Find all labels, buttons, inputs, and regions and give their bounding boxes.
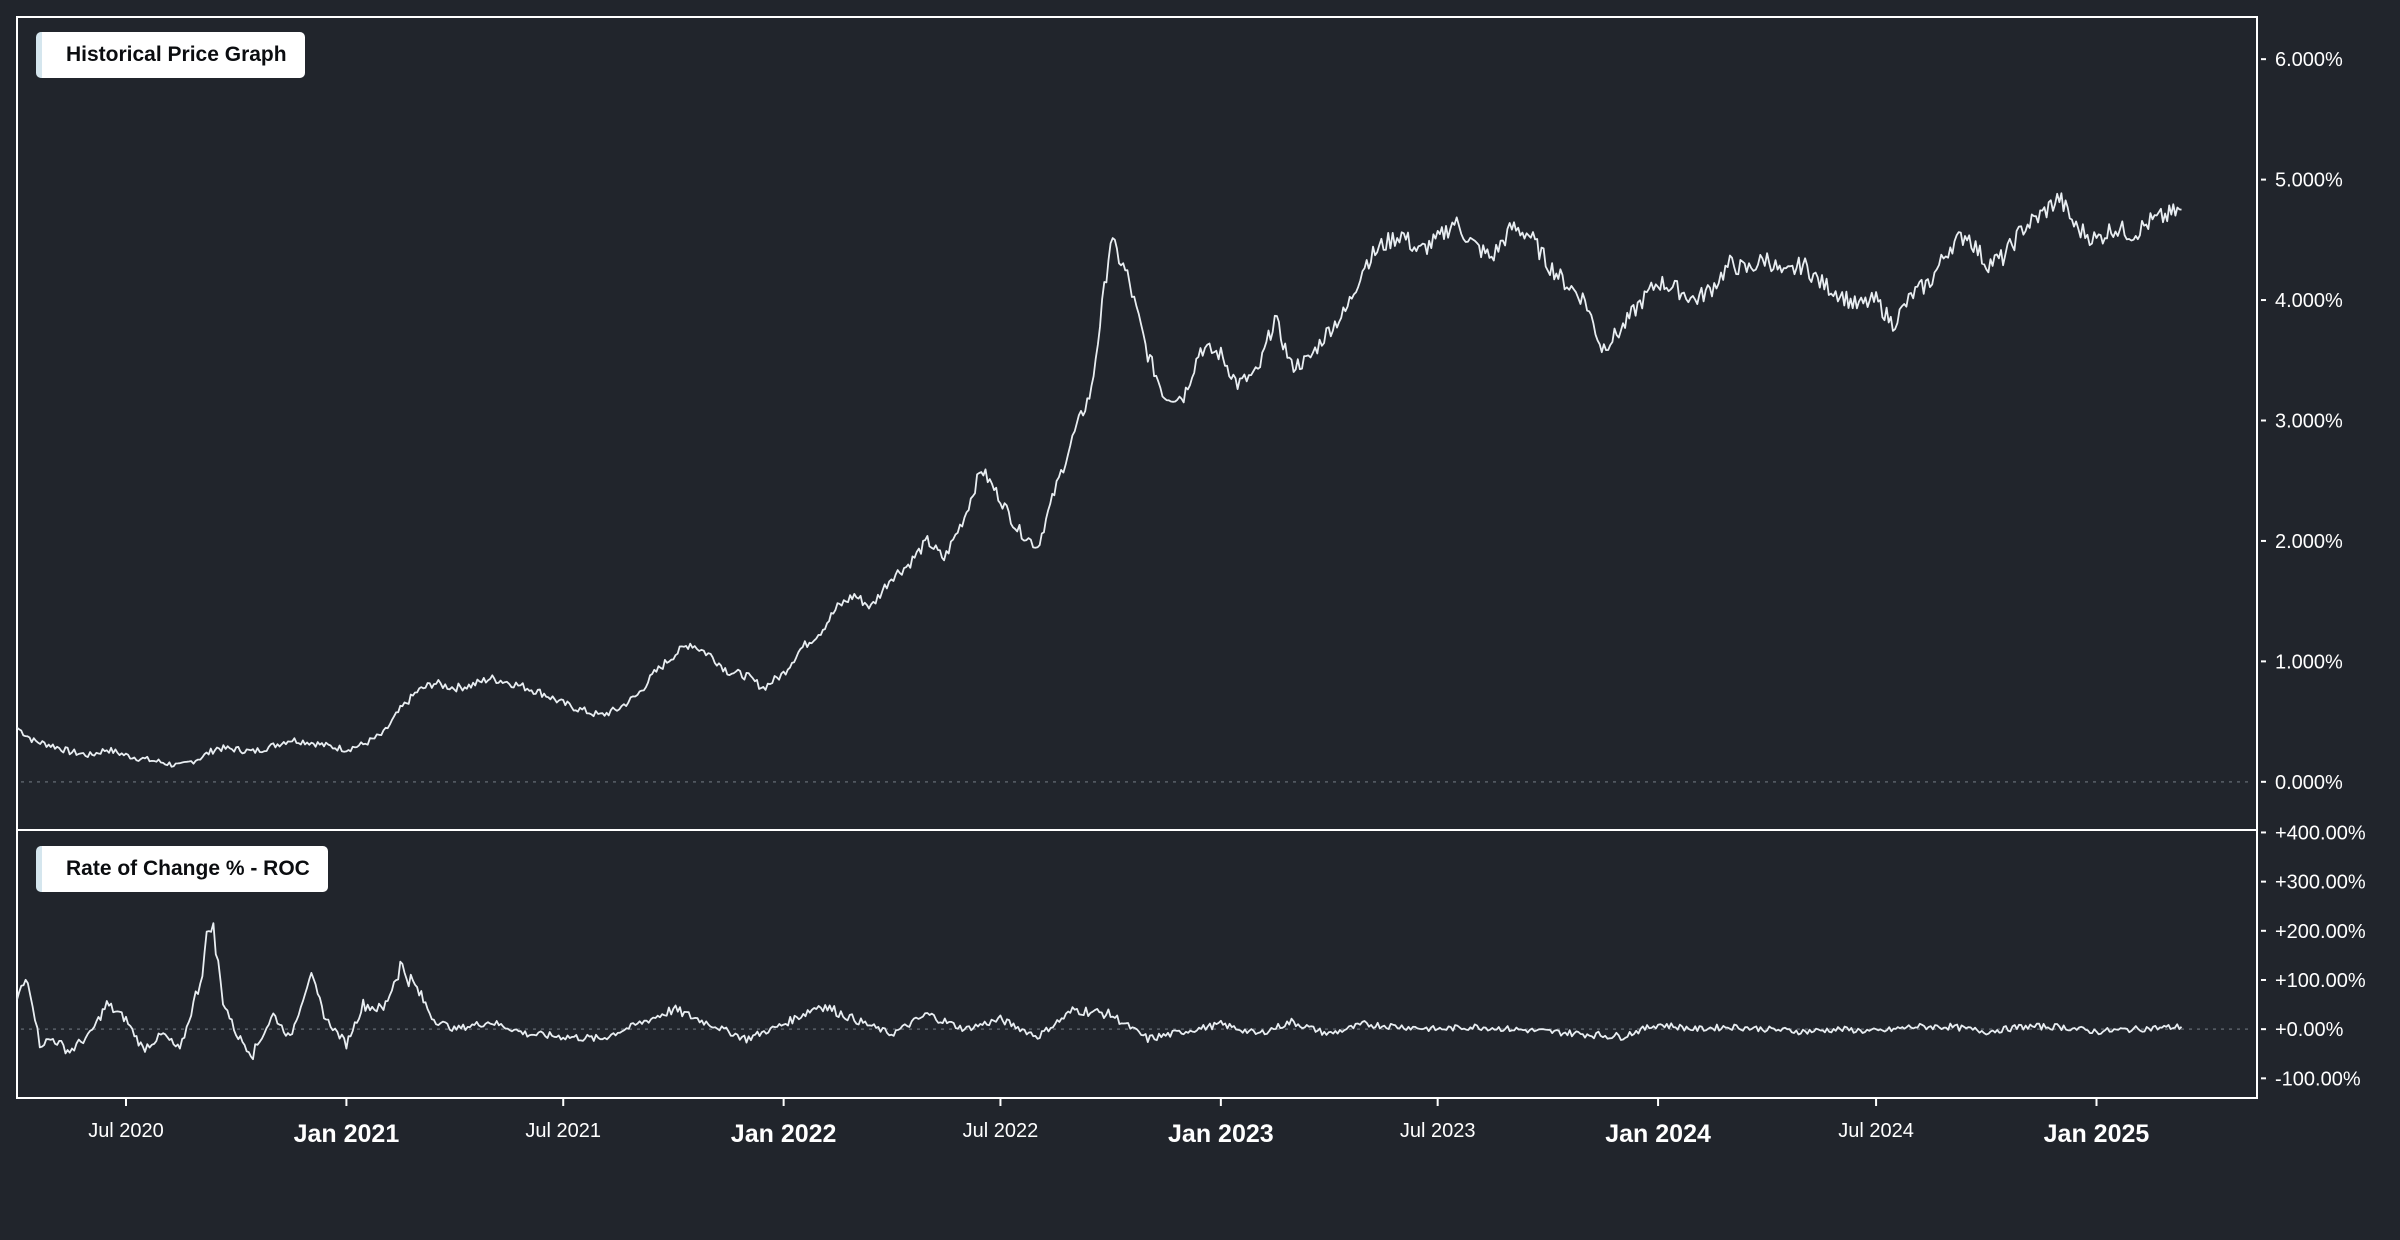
roc-y-tick-label: +300.00% (2275, 872, 2366, 894)
price-series-line[interactable] (16, 192, 2182, 768)
roc-y-tick-label: -100.00% (2275, 1068, 2361, 1090)
plot-frame (16, 16, 2258, 1099)
x-tick-label: Jan 2023 (1168, 1120, 1274, 1148)
price-y-tick-label: 0.000% (2275, 772, 2343, 794)
price-y-tick-label: 2.000% (2275, 531, 2343, 553)
x-tick-label: Jan 2025 (2044, 1120, 2150, 1148)
roc-series-line[interactable] (16, 922, 2183, 1061)
price-y-tick-label: 1.000% (2275, 651, 2343, 673)
price-panel-title: Historical Price Graph (36, 32, 305, 78)
x-tick-label: Jul 2022 (963, 1120, 1039, 1142)
x-tick-label: Jul 2020 (88, 1120, 164, 1142)
x-tick-label: Jan 2022 (731, 1120, 837, 1148)
x-tick-label: Jul 2023 (1400, 1120, 1476, 1142)
roc-y-tick-label: +100.00% (2275, 970, 2366, 992)
x-tick-label: Jul 2024 (1838, 1120, 1914, 1142)
x-tick-label: Jan 2021 (294, 1120, 400, 1148)
roc-y-tick-label: +400.00% (2275, 822, 2366, 844)
roc-y-tick-label: +200.00% (2275, 921, 2366, 943)
x-tick-label: Jan 2024 (1605, 1120, 1711, 1148)
price-y-tick-label: 5.000% (2275, 170, 2343, 192)
price-y-tick-label: 6.000% (2275, 49, 2343, 71)
price-y-tick-label: 3.000% (2275, 410, 2343, 432)
x-tick-label: Jul 2021 (525, 1120, 601, 1142)
roc-panel-title: Rate of Change % - ROC (36, 846, 328, 892)
roc-y-tick-label: +0.00% (2275, 1019, 2344, 1041)
price-y-tick-label: 4.000% (2275, 290, 2343, 312)
